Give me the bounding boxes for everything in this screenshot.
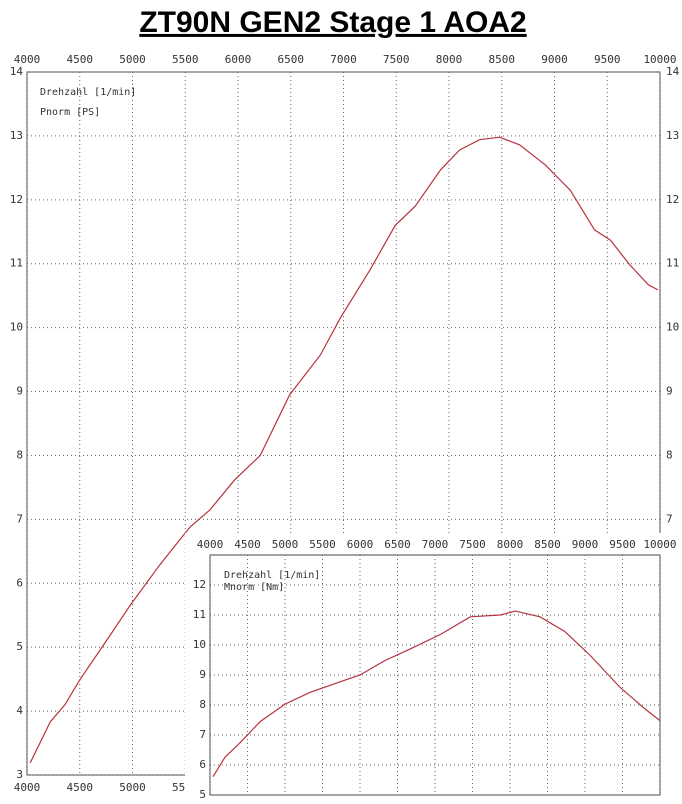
x-tick-label: 7500	[459, 538, 486, 551]
y-tick-label: 6	[16, 576, 23, 589]
x-tick-label: 9500	[609, 538, 636, 551]
x-tick-label: 4500	[234, 538, 261, 551]
x-tick-label: 7000	[422, 538, 449, 551]
y-tick-label: 13	[10, 129, 23, 142]
x-tick-label: 9000	[541, 53, 568, 66]
y-tick-label: 11	[10, 257, 23, 270]
y-tick-label: 11	[666, 257, 679, 270]
x-tick-label: 4500	[67, 53, 94, 66]
y-tick-label: 14	[10, 65, 24, 78]
chart-title: ZT90N GEN2 Stage 1 AOA2	[139, 6, 526, 39]
y-tick-label: 8	[199, 698, 206, 711]
x-tick-label: 7000	[330, 53, 357, 66]
x-tick-label: 6500	[278, 53, 305, 66]
x-tick-label: 8000	[497, 538, 524, 551]
x-tick-label: 4500	[67, 781, 94, 794]
torque-chart: 4000 4500 5000 5500 6000 6500 7000 7500 8000 8500…	[193, 538, 677, 801]
x-tick-label: 4000	[197, 538, 224, 551]
x-tick-label: 6000	[347, 538, 374, 551]
x-tick-label: 9000	[572, 538, 599, 551]
inset-background	[185, 533, 682, 800]
x-tick-label: 8500	[534, 538, 561, 551]
y-tick-label: 13	[666, 129, 679, 142]
x-tick-label: 6500	[384, 538, 411, 551]
y-tick-label: 11	[193, 608, 206, 621]
x-tick-label: 10000	[643, 538, 676, 551]
y-tick-label: 7	[666, 512, 673, 525]
x-tick-label: 5000	[119, 53, 146, 66]
x-tick-label: 5000	[272, 538, 299, 551]
y-axis-label: Mnorm [Nm]	[224, 582, 284, 593]
y-tick-label: 12	[193, 578, 206, 591]
power-curve	[212, 610, 661, 778]
x-tick-label: 5500	[172, 53, 199, 66]
y-tick-label: 5	[16, 640, 23, 653]
x-tick-label: 4000	[14, 781, 41, 794]
y-tick-label: 14	[666, 65, 680, 78]
y-tick-label: 8	[16, 448, 23, 461]
power-curve	[29, 136, 659, 764]
y-tick-label: 10	[10, 321, 23, 334]
y-tick-label: 7	[16, 512, 23, 525]
y-tick-label: 8	[666, 448, 673, 461]
y-tick-label: 12	[10, 193, 23, 206]
x-tick-label: 5500	[309, 538, 336, 551]
x-tick-label: 7500	[383, 53, 410, 66]
x-tick-label: 6000	[225, 53, 252, 66]
x-tick-label: 8000	[436, 53, 463, 66]
y-tick-label: 9	[16, 385, 23, 398]
y-tick-label: 12	[666, 193, 679, 206]
x-tick-label: 10000	[643, 53, 676, 66]
y-tick-label: 9	[666, 385, 673, 398]
y-tick-label: 7	[199, 728, 206, 741]
x-tick-label: 8500	[489, 53, 516, 66]
y-tick-label: 4	[16, 704, 23, 717]
y-tick-label: 10	[193, 638, 206, 651]
y-tick-label: 5	[199, 788, 206, 800]
y-axis-label: Pnorm [PS]	[40, 107, 100, 118]
y-tick-label: 10	[666, 321, 679, 334]
y-tick-label: 9	[199, 668, 206, 681]
x-axis-label: Drehzahl [1/min]	[40, 87, 136, 98]
y-tick-label: 3	[16, 768, 23, 781]
x-tick-label: 4000	[14, 53, 41, 66]
y-tick-label: 6	[199, 758, 206, 771]
x-tick-label: 9500	[594, 53, 621, 66]
x-axis-label: Drehzahl [1/min]	[224, 570, 320, 581]
x-tick-label: 5000	[119, 781, 146, 794]
